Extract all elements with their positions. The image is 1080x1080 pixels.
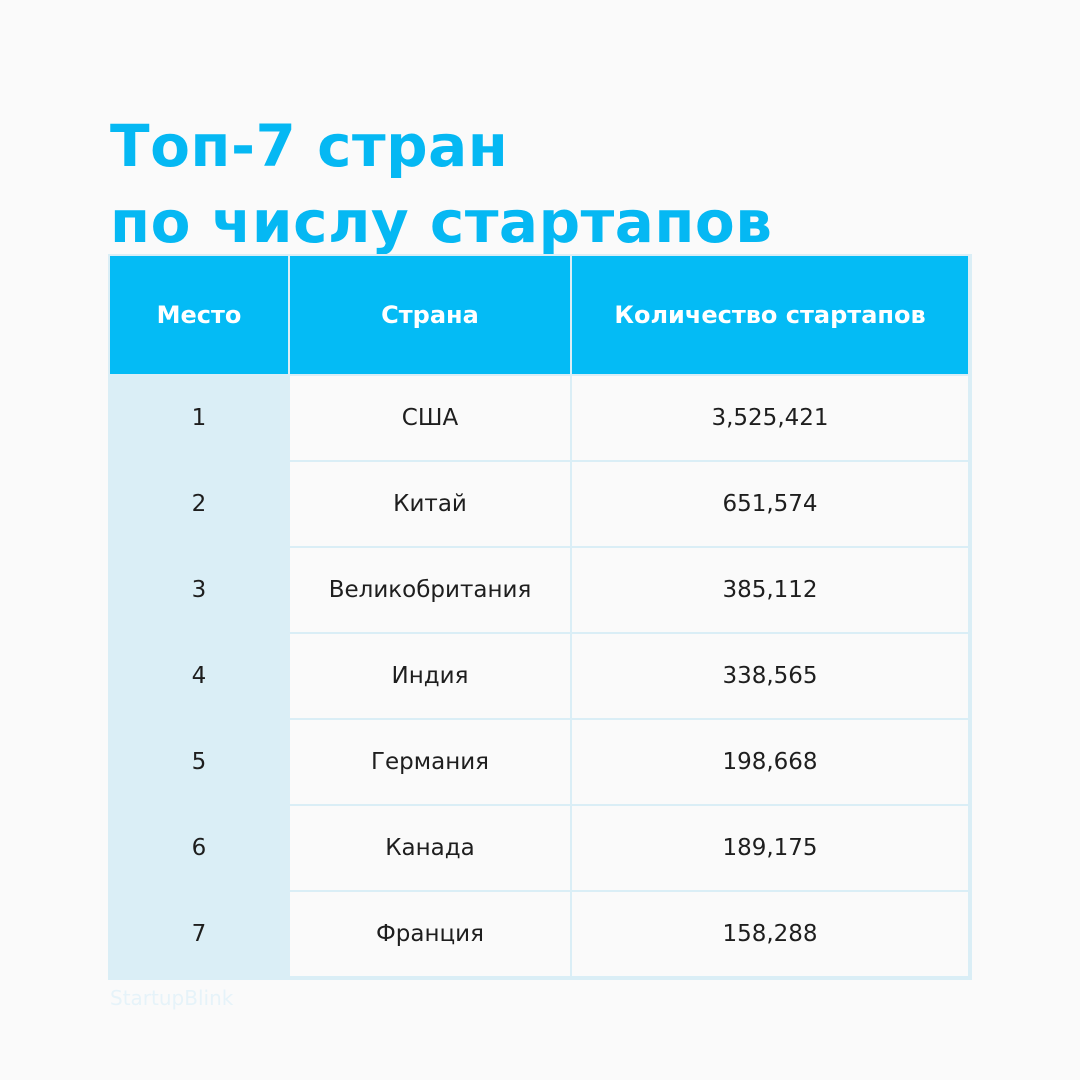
cell-rank: 1	[110, 376, 288, 460]
cell-country: Германия	[290, 720, 570, 804]
cell-country: Канада	[290, 806, 570, 890]
header-cell-count: Количество стартапов	[572, 256, 968, 374]
header-cell-country: Страна	[290, 256, 570, 374]
cell-rank: 5	[110, 720, 288, 804]
cell-count: 189,175	[572, 806, 968, 890]
cell-count: 158,288	[572, 892, 968, 976]
cell-country: Китай	[290, 462, 570, 546]
cell-count: 385,112	[572, 548, 968, 632]
cell-rank: 2	[110, 462, 288, 546]
cell-country: Франция	[290, 892, 570, 976]
page-title: Топ-7 стран по числу стартапов	[110, 108, 772, 260]
cell-rank: 4	[110, 634, 288, 718]
cell-count: 198,668	[572, 720, 968, 804]
source-label: StartupBlink	[110, 986, 234, 1010]
cell-rank: 7	[110, 892, 288, 976]
startups-table: Место Страна Количество стартапов 1 США 3,525…	[108, 254, 972, 980]
cell-country: Индия	[290, 634, 570, 718]
title-line-1: Топ-7 стран	[110, 112, 509, 180]
cell-rank: 3	[110, 548, 288, 632]
cell-count: 651,574	[572, 462, 968, 546]
cell-count: 3,525,421	[572, 376, 968, 460]
title-line-2: по числу стартапов	[110, 188, 773, 256]
header-cell-rank: Место	[110, 256, 288, 374]
cell-country: Великобритания	[290, 548, 570, 632]
cell-country: США	[290, 376, 570, 460]
cell-count: 338,565	[572, 634, 968, 718]
cell-rank: 6	[110, 806, 288, 890]
